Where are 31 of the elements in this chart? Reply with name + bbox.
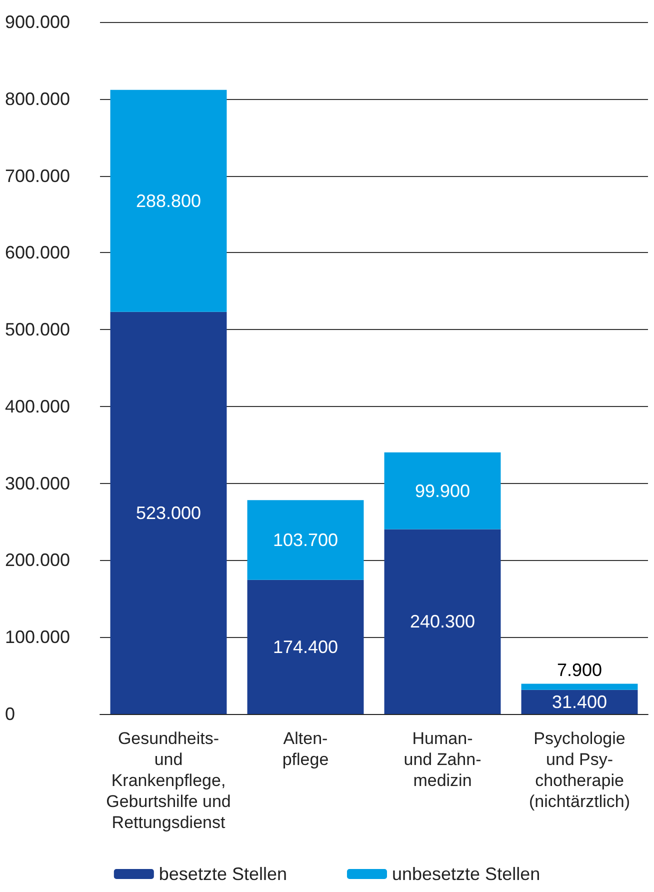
y-tick-label: 900.000 [5,12,70,32]
data-label: 103.700 [272,530,338,550]
data-label: 99.900 [414,480,470,501]
y-tick-label: 700.000 [5,166,70,186]
data-label: 31.400 [552,692,608,712]
y-tick-label: 0 [5,704,16,724]
bar [247,500,364,580]
x-tick-label: Gesundheits- und Krankenpflege, Geburtshilfe und Rettungsdienst [106,729,231,832]
data-label: 7.900 [556,660,602,680]
bar [110,90,227,312]
bar [384,452,501,530]
data-label: 523.000 [136,502,202,523]
y-tick-label: 200.000 [5,550,70,570]
legend-label: unbesetzte Stellen [392,864,540,884]
legend-label: besetzte Stellen [158,864,287,884]
data-label: 174.400 [272,636,338,657]
bar [110,312,227,714]
y-tick-label: 100.000 [5,627,70,648]
bar [384,529,501,714]
y-tick-label: 800.000 [5,88,70,109]
bar [521,684,638,690]
y-tick-label: 300.000 [5,473,70,494]
x-tick-label: Alten- pflege [282,729,329,769]
x-tick-label: Psychologie und Psy- chotherapie (nichtärztlich) [528,729,630,811]
x-tick-label: Human- und Zahn- medizin [404,729,482,790]
data-label: 288.800 [136,190,202,211]
bar [247,580,364,714]
data-label: 240.300 [410,612,476,632]
y-tick-label: 500.000 [5,320,70,340]
y-tick-label: 600.000 [5,242,70,263]
y-tick-label: 400.000 [5,396,70,416]
